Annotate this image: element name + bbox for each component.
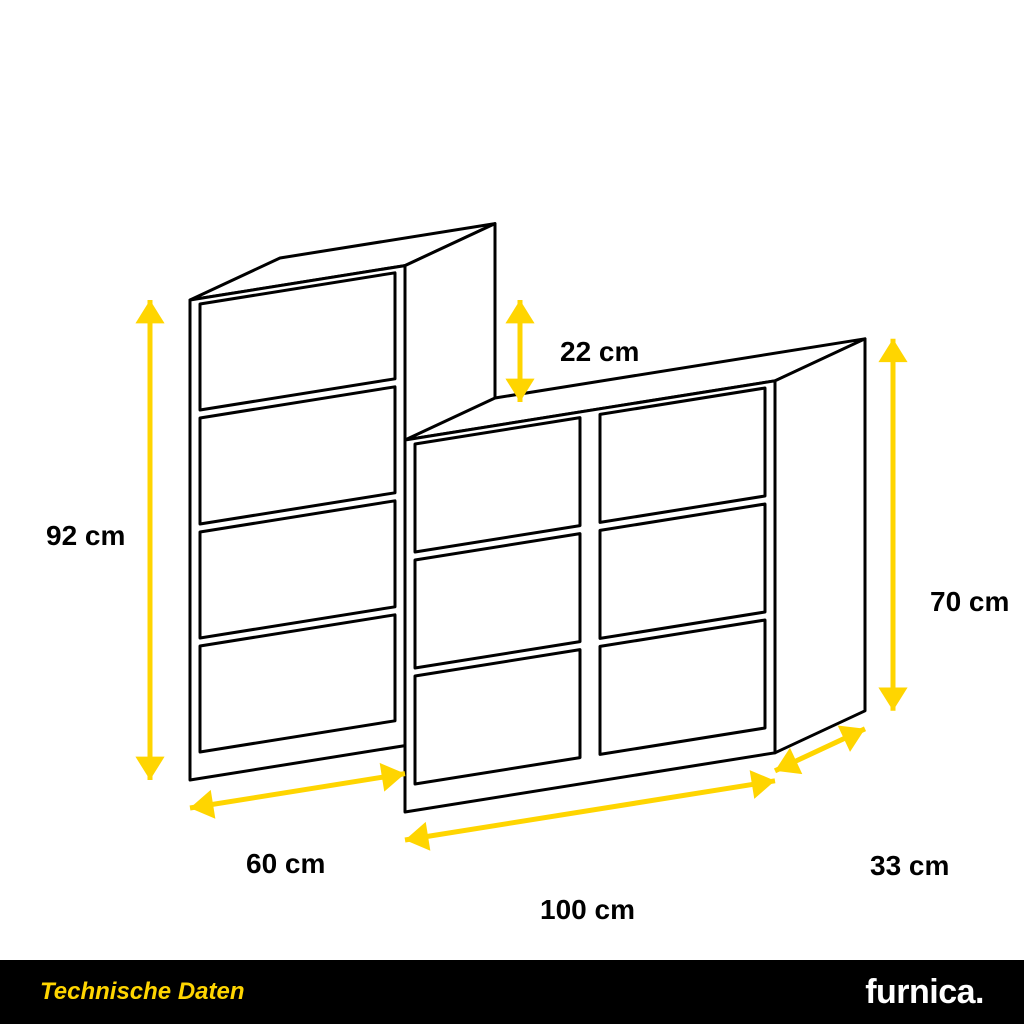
dimension-drawing (0, 0, 1024, 960)
brand-logo: furnica. (865, 973, 984, 1012)
dim-label-h70: 70 cm (930, 586, 1009, 618)
footer-title: Technische Daten (40, 978, 245, 1006)
footer-bar: Technische Daten furnica. (0, 960, 1024, 1024)
dim-label-h92: 92 cm (46, 520, 125, 552)
dim-label-h22: 22 cm (560, 336, 639, 368)
dim-label-d33: 33 cm (870, 850, 949, 882)
dim-label-w60: 60 cm (246, 848, 325, 880)
dim-label-w100: 100 cm (540, 894, 635, 926)
